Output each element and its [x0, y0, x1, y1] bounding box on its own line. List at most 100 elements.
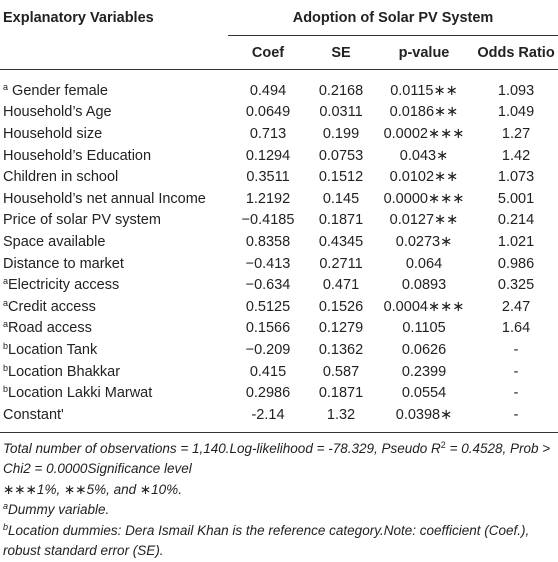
value-cell: 0.0127∗∗	[389, 212, 459, 229]
value-cell: −0.209	[245, 341, 291, 358]
note: ∗∗∗1%, ∗∗5%, and ∗10%.	[3, 481, 182, 497]
footnote-marker: b	[3, 384, 9, 395]
value-cell: 0.325	[497, 277, 535, 294]
variable-name: Household’s Education	[3, 147, 152, 164]
header-cell: Explanatory Variables	[3, 9, 154, 26]
footnote-marker: a	[3, 319, 9, 330]
value-cell: -2.14	[228, 403, 308, 433]
variable-name: Electricity access	[8, 277, 120, 294]
table-row: bLocation Lakki Marwat 0.2986 0.1871 0.0554…	[0, 382, 558, 404]
value-cell: -	[513, 363, 519, 380]
variable-cell: Household’s Education	[0, 145, 228, 167]
table-row: Constant' -2.14 1.32 0.0398∗ -	[0, 403, 558, 433]
variable-cell: Household’s net annual Income	[0, 188, 228, 210]
value-cell: -	[513, 385, 519, 402]
header-group: Adoption of Solar PV System	[292, 9, 494, 26]
table-row: a Gender female 0.494 0.2168 0.0115∗∗ 1.093	[0, 70, 558, 102]
variable-name: Constant'	[3, 406, 64, 423]
value-cell: 1.073	[497, 169, 535, 186]
table-row: aCredit access 0.5125 0.1526 0.0004∗∗∗ 2.47	[0, 296, 558, 318]
variable-name: Space available	[3, 233, 106, 250]
note-sup: a	[3, 501, 9, 511]
table-row: Household’s Age 0.0649 0.0311 0.0186∗∗ 1.049	[0, 102, 558, 124]
variable-cell: aCredit access	[0, 296, 228, 318]
footnote-marker: a	[3, 81, 9, 92]
value-cell: 0.471	[322, 277, 360, 294]
variable-cell: Children in school	[0, 166, 228, 188]
header-cell	[0, 35, 228, 70]
value-cell: 5.001	[497, 190, 535, 207]
value-cell: 0.587	[322, 363, 360, 380]
value-cell: 0.1105	[402, 320, 446, 337]
variable-name: Gender female	[8, 82, 108, 99]
variable-name: Household size	[3, 125, 103, 142]
value-cell: 0.0102∗∗	[389, 169, 459, 186]
value-cell: 1.32	[308, 403, 374, 433]
variable-cell: Constant'	[0, 403, 228, 433]
value-cell: 0.0115∗∗	[390, 82, 458, 99]
note: Total number of observations = 1,140.Log…	[3, 439, 555, 480]
table-row: bLocation Bhakkar 0.415 0.587 0.2399 -	[0, 361, 558, 383]
value-cell: −0.4185	[241, 212, 295, 229]
variable-cell: Distance to market	[0, 253, 228, 275]
value-cell: 0.0893	[401, 277, 447, 294]
note-text: Dummy variable.	[8, 502, 110, 517]
value-cell: 0.1566	[245, 320, 291, 337]
variable-cell: Price of solar PV system	[0, 210, 228, 232]
variable-cell: bLocation Lakki Marwat	[0, 382, 228, 404]
column-header: Coef	[228, 35, 308, 70]
column-header: p-value	[374, 35, 474, 70]
value-cell: 0.0626	[401, 341, 447, 358]
variable-name: Road access	[8, 320, 92, 337]
variable-cell: bLocation Bhakkar	[0, 361, 228, 383]
value-cell: 0.214	[497, 212, 535, 229]
table-body: a Gender female 0.494 0.2168 0.0115∗∗ 1.093 H…	[0, 70, 558, 433]
table-row: Household’s Education 0.1294 0.0753 0.043∗ 1…	[0, 145, 558, 167]
table-row: Distance to market −0.413 0.2711 0.064 0.986	[0, 253, 558, 275]
note: aDummy variable.	[3, 500, 555, 521]
column-header: Odds Ratio	[474, 35, 558, 70]
variable-name: Household’s net annual Income	[3, 190, 206, 207]
value-cell: 0.713	[249, 125, 287, 142]
value-cell: 0.1871	[318, 212, 364, 229]
value-cell: 0.0186∗∗	[389, 104, 459, 121]
footnote-marker: b	[3, 340, 9, 351]
table-row: Children in school 0.3511 0.1512 0.0102∗∗ 1.…	[0, 166, 558, 188]
table-row: aElectricity access −0.634 0.471 0.0893 0.32…	[0, 274, 558, 296]
value-cell: 0.5125	[245, 298, 291, 315]
value-cell: 1.093	[497, 82, 535, 99]
variable-name: Household’s Age	[3, 104, 112, 121]
notes: Total number of observations = 1,140.Log…	[0, 433, 558, 562]
value-cell: 1.27	[501, 125, 531, 142]
regression-table: Explanatory Variables Adoption of Solar …	[0, 9, 558, 433]
table-row: bLocation Tank −0.209 0.1362 0.0626 -	[0, 339, 558, 361]
note-text: Total number of observations = 1,140.Log…	[3, 440, 441, 456]
footnote-marker: a	[3, 297, 9, 308]
variable-name: Distance to market	[3, 255, 124, 272]
value-cell: 1.2192	[245, 190, 291, 207]
note-sup: b	[3, 521, 9, 532]
table-row: Space available 0.8358 0.4345 0.0273∗ 1.021	[0, 231, 558, 253]
value-cell: 0.0398∗	[374, 403, 474, 433]
variable-name: Credit access	[8, 298, 96, 315]
value-cell: -	[513, 341, 519, 358]
value-cell: 0.2711	[319, 255, 363, 272]
variable-name: Location Lakki Marwat	[8, 385, 153, 402]
value-cell: 0.2986	[245, 385, 291, 402]
value-cell: 0.0753	[318, 147, 364, 164]
value-cell: 0.494	[249, 82, 287, 99]
variable-cell: Space available	[0, 231, 228, 253]
variable-cell: bLocation Tank	[0, 339, 228, 361]
variable-name: Price of solar PV system	[3, 212, 161, 229]
value-cell: 0.0273∗	[395, 233, 453, 250]
value-cell: 0.1871	[318, 385, 364, 402]
value-cell: 0.0311	[319, 104, 363, 121]
value-cell: 0.0004∗∗∗	[383, 298, 465, 315]
value-cell: −0.634	[245, 277, 291, 294]
variable-name: Location Tank	[8, 341, 98, 358]
variable-cell: Household’s Age	[0, 102, 228, 124]
value-cell: 0.1279	[318, 320, 364, 337]
value-cell: 0.986	[497, 255, 535, 272]
value-cell: 0.1362	[318, 341, 364, 358]
